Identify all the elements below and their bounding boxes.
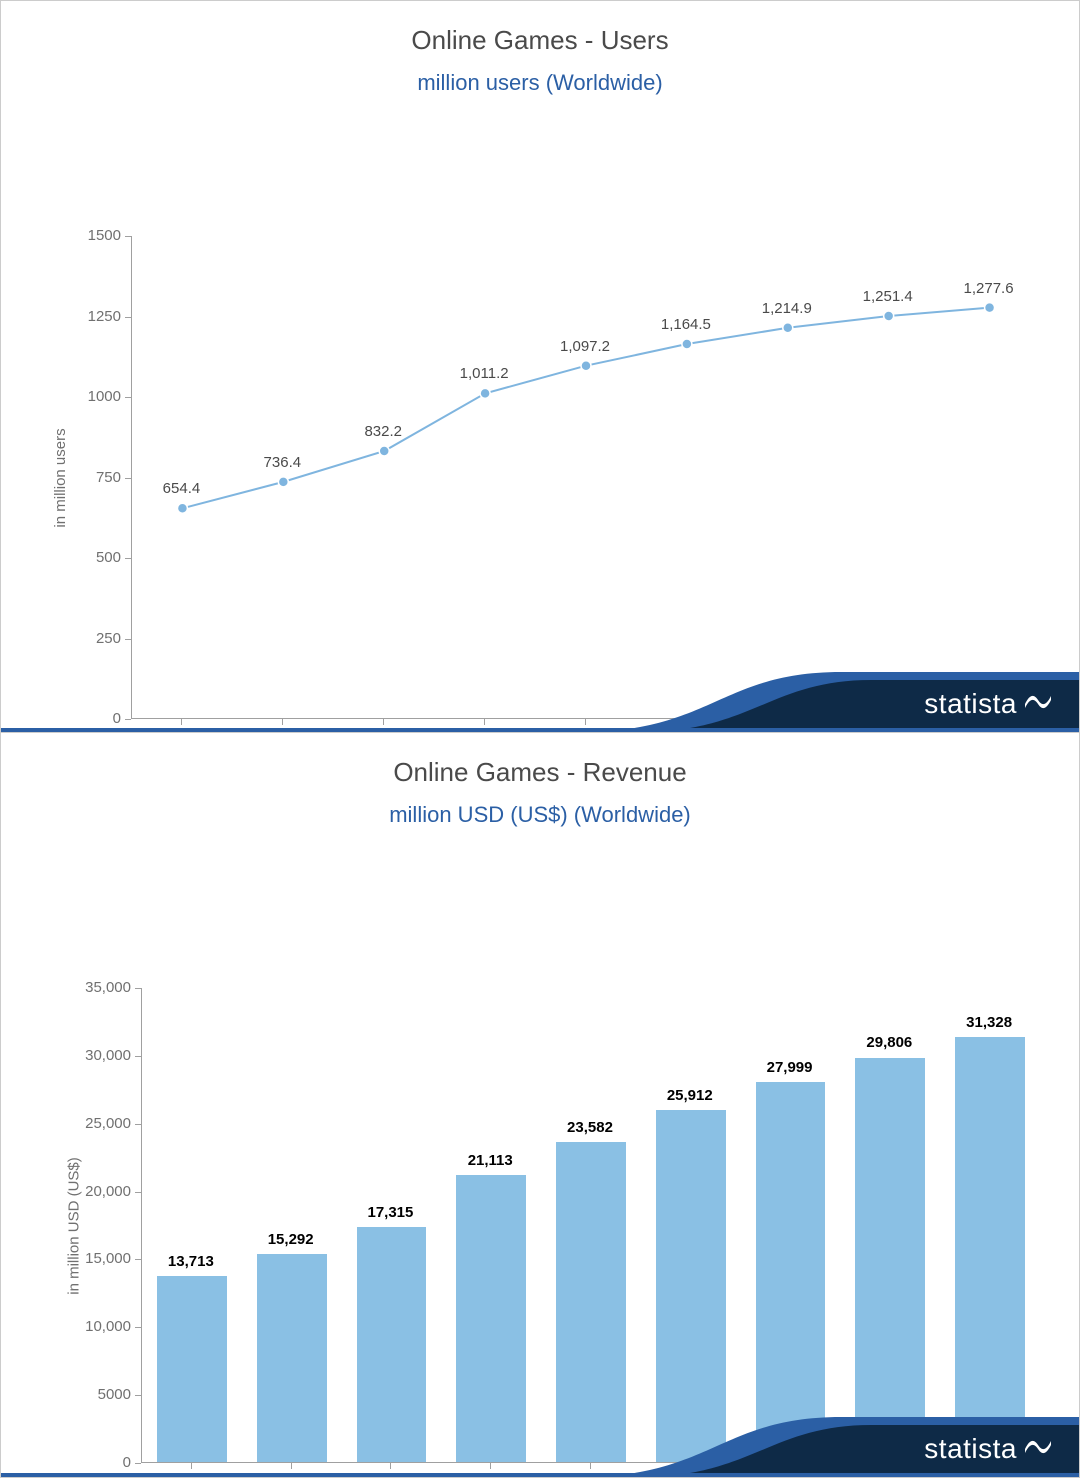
data-point [985, 303, 995, 313]
y-tick-label: 5000 [71, 1386, 131, 1403]
y-tick-label: 250 [71, 630, 121, 647]
y-tick-mark [125, 558, 131, 559]
revenue-chart-panel: Online Games - Revenue million USD (US$)… [0, 733, 1080, 1478]
bar [556, 1142, 626, 1462]
y-tick-label: 500 [71, 549, 121, 566]
bar [756, 1082, 826, 1462]
y-tick-mark [135, 1124, 141, 1125]
chart-subtitle: million users (Worldwide) [1, 70, 1079, 96]
y-tick-label: 30,000 [71, 1047, 131, 1064]
chart-title: Online Games - Revenue [1, 757, 1079, 788]
data-label: 1,011.2 [460, 365, 509, 382]
y-tick-label: 750 [71, 469, 121, 486]
y-axis-label: in million users [52, 428, 69, 527]
y-tick-label: 1250 [71, 308, 121, 325]
y-tick-mark [135, 1259, 141, 1260]
y-tick-mark [135, 1056, 141, 1057]
data-label: 15,292 [268, 1231, 314, 1248]
y-tick-mark [135, 1395, 141, 1396]
y-tick-mark [125, 397, 131, 398]
y-tick-label: 1500 [71, 227, 121, 244]
data-label: 25,912 [667, 1087, 713, 1104]
brand-logo: statista [924, 688, 1049, 720]
y-tick-label: 15,000 [71, 1250, 131, 1267]
data-label: 29,806 [866, 1034, 912, 1051]
data-point [278, 477, 288, 487]
footer-underline [1, 1473, 1079, 1477]
data-point [480, 388, 490, 398]
data-label: 13,713 [168, 1253, 214, 1270]
data-label: 21,113 [468, 1152, 513, 1169]
brand-wave-icon [1025, 1439, 1049, 1459]
chart-area: in million USD (US$) 0500010,00015,00020… [1, 838, 1079, 1478]
plot-area [141, 988, 1039, 1463]
chart-title: Online Games - Users [1, 25, 1079, 56]
y-tick-mark [135, 1327, 141, 1328]
data-point [581, 361, 591, 371]
data-label: 1,164.5 [661, 316, 711, 333]
data-label: 27,999 [767, 1059, 813, 1076]
data-label: 17,315 [367, 1204, 413, 1221]
y-tick-mark [125, 639, 131, 640]
y-tick-label: 20,000 [71, 1183, 131, 1200]
brand-text: statista [924, 688, 1017, 720]
data-label: 1,277.6 [964, 280, 1014, 297]
bar [955, 1037, 1025, 1462]
bar [656, 1110, 726, 1462]
footer-band: statista [1, 1417, 1079, 1477]
bar [855, 1058, 925, 1463]
footer-underline [1, 728, 1079, 732]
data-label: 1,251.4 [863, 288, 913, 305]
brand-text: statista [924, 1433, 1017, 1465]
data-label: 1,214.9 [762, 300, 812, 317]
y-tick-mark [135, 988, 141, 989]
brand-wave-icon [1025, 694, 1049, 714]
chart-subtitle: million USD (US$) (Worldwide) [1, 802, 1079, 828]
data-label: 23,582 [567, 1119, 613, 1136]
data-point [177, 503, 187, 513]
brand-logo: statista [924, 1433, 1049, 1465]
data-label: 31,328 [966, 1014, 1012, 1031]
line-chart-svg [132, 236, 1040, 719]
footer-swoosh [1, 1417, 1080, 1477]
y-tick-mark [135, 1192, 141, 1193]
y-tick-label: 10,000 [71, 1318, 131, 1335]
footer-band: statista [1, 672, 1079, 732]
y-tick-label: 35,000 [71, 979, 131, 996]
data-point [379, 446, 389, 456]
y-tick-mark [125, 478, 131, 479]
y-tick-label: 25,000 [71, 1115, 131, 1132]
data-label: 654.4 [163, 480, 201, 497]
data-label: 832.2 [364, 423, 402, 440]
y-axis-label: in million USD (US$) [65, 1157, 82, 1295]
y-tick-mark [125, 317, 131, 318]
data-label: 736.4 [264, 454, 302, 471]
plot-area [131, 236, 1039, 719]
y-tick-mark [125, 236, 131, 237]
footer-swoosh [1, 672, 1080, 732]
y-tick-label: 1000 [71, 388, 121, 405]
data-point [783, 323, 793, 333]
data-point [682, 339, 692, 349]
data-point [884, 311, 894, 321]
chart-area: in million users 02505007501000125015002… [1, 106, 1079, 733]
data-label: 1,097.2 [560, 338, 610, 355]
users-chart-panel: Online Games - Users million users (Worl… [0, 0, 1080, 733]
